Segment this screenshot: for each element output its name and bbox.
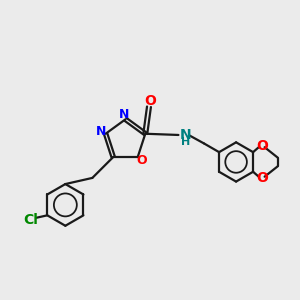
Text: O: O — [256, 139, 268, 153]
Text: O: O — [136, 154, 147, 167]
Text: O: O — [144, 94, 156, 108]
Text: H: H — [181, 137, 190, 147]
Text: N: N — [179, 128, 191, 142]
Text: N: N — [119, 108, 129, 122]
Text: Cl: Cl — [23, 213, 38, 227]
Text: O: O — [256, 171, 268, 185]
Text: N: N — [95, 125, 106, 138]
